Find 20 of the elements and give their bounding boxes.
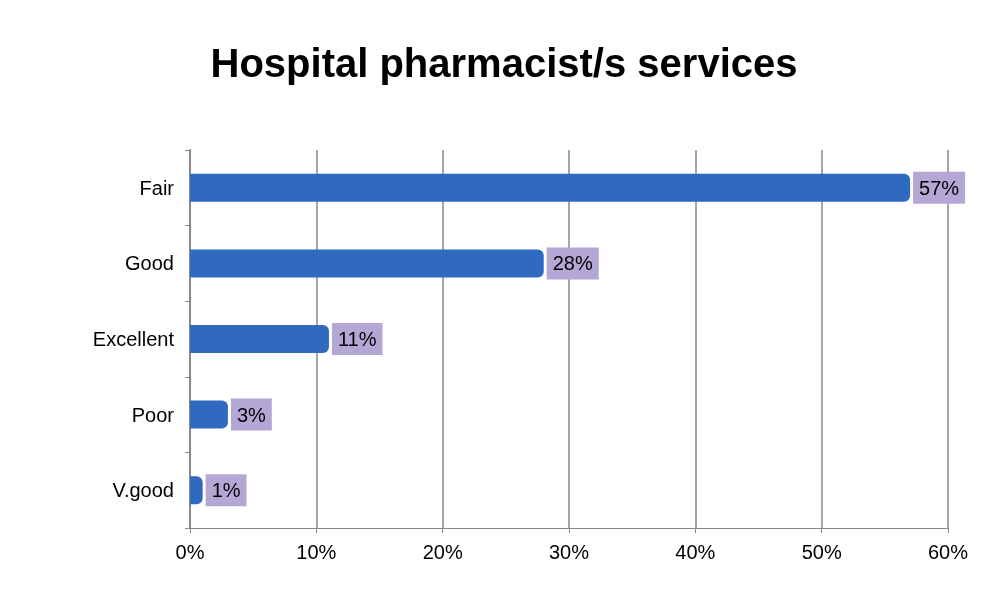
x-tick-label: 0% [175,541,205,563]
data-label: 3% [236,403,267,426]
y-tick-label: V.good [112,479,174,502]
bar [190,476,203,505]
x-tick-label: 40% [675,541,716,563]
x-tick-label: 10% [296,541,337,563]
y-tick-label: Poor [131,403,175,426]
x-tick-label: 20% [422,541,463,563]
chart-title: Hospital pharmacist/s services [210,41,798,85]
bar [190,325,329,353]
y-tick-label: Fair [139,176,175,199]
x-tick-label: 60% [927,541,969,563]
x-tick-label: 30% [548,541,590,563]
x-tick-label: 50% [801,541,842,563]
y-tick-label: Excellent [92,328,175,350]
y-tick-label: Good [125,252,174,275]
data-label: 1% [211,479,241,502]
data-label: 28% [552,252,593,275]
data-label: 57% [919,176,960,199]
data-label: 11% [337,328,377,350]
